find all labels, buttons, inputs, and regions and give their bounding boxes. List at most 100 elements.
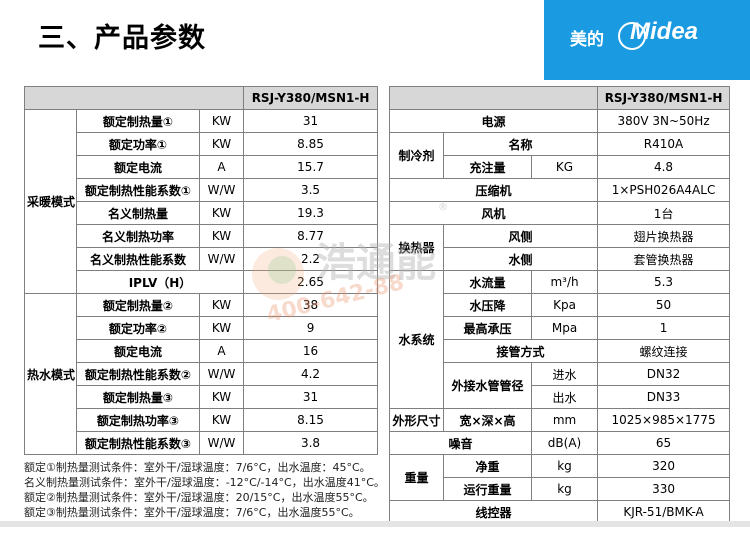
param-name: 额定制热量②	[76, 293, 200, 317]
table-row: 外接水管管径 进水 DN32	[390, 362, 731, 409]
table-row: 运行重量 kg 330	[390, 477, 731, 501]
dims-unit: mm	[530, 408, 599, 432]
dims-value: 1025×985×1775	[597, 408, 731, 432]
table-row: 名义制热量 KW 19.3	[25, 201, 379, 225]
table-row: 额定制热性能系数③ W/W 3.8	[25, 431, 379, 455]
table-row: 额定制热功率③ KW 8.15	[25, 408, 379, 432]
param-name: 额定制热功率③	[76, 408, 200, 432]
header-blank	[388, 86, 599, 110]
param-value: 31	[243, 385, 379, 409]
table-row: 采暖模式 额定制热量① KW 31	[24, 109, 379, 294]
param-unit: W/W	[198, 247, 245, 271]
inlet-value: DN32	[597, 362, 731, 386]
air-side-label: 风侧	[442, 224, 599, 248]
page-title: 三、产品参数	[38, 23, 206, 54]
charge-unit: KG	[530, 155, 599, 179]
outlet-value: DN33	[597, 385, 731, 409]
compressor-label: 压缩机	[388, 178, 599, 202]
noise-unit: dB(A)	[530, 431, 599, 455]
table-row: 电源 380V 3N~50Hz	[388, 109, 731, 133]
group-weight: 重量	[389, 454, 444, 501]
param-name: 额定电流	[76, 339, 200, 363]
param-value: 3.8	[243, 431, 379, 455]
max-pressure-value: 1	[597, 316, 731, 340]
param-name: 额定制热量①	[76, 109, 200, 133]
table-row: 额定制热性能系数② W/W 4.2	[25, 362, 379, 386]
table-row: 风机 1台	[388, 201, 731, 225]
group-water-system: 水系统	[389, 270, 444, 409]
param-value: 2.2	[243, 247, 379, 271]
group-refrigerant: 制冷剂	[389, 132, 444, 179]
max-pressure-unit: Mpa	[530, 316, 599, 340]
note-line: 额定③制热量测试条件：室外干/湿球温度：7/6°C，出水温度55°C。	[24, 506, 360, 519]
table-row: 额定电流 A 16	[25, 339, 379, 363]
model-header: RSJ-Y380/MSN1-H	[597, 86, 731, 110]
dims-label: 宽×深×高	[443, 408, 532, 432]
table-row: 名义制热功率 KW 8.77	[25, 224, 379, 248]
table-row: 最高承压 Mpa 1	[390, 316, 731, 340]
param-name: 额定制热性能系数①	[76, 178, 200, 202]
air-side-value: 翅片换热器	[597, 224, 731, 248]
iplv-label: IPLV（H）	[75, 270, 245, 294]
fan-value: 1台	[597, 201, 731, 225]
footer-bar	[0, 521, 750, 527]
flow-value: 5.3	[597, 270, 731, 294]
net-weight-unit: kg	[530, 454, 599, 478]
inlet-label: 进水	[530, 362, 599, 386]
midea-logo: 美的 Midea	[544, 0, 750, 80]
param-unit: KW	[198, 201, 245, 225]
param-name: 额定制热量③	[76, 385, 200, 409]
right-spec-table: RSJ-Y380/MSN1-H 电源 380V 3N~50Hz 制冷剂 名称 R…	[388, 86, 731, 524]
connection-label: 接管方式	[442, 339, 599, 363]
logo-en-text: Midea	[630, 18, 699, 45]
param-value: 3.5	[243, 178, 379, 202]
table-row: 水系统 水流量 m³/h 5.3	[389, 270, 731, 409]
param-unit: KW	[198, 316, 245, 340]
header-blank	[23, 86, 245, 110]
test-condition-notes: 额定①制热量测试条件：室外干/湿球温度：7/6°C，出水温度：45°C。 名义制…	[24, 460, 385, 520]
param-name: 名义制热功率	[76, 224, 200, 248]
note-line: 额定②制热量测试条件：室外干/湿球温度：20/15°C，出水温度55°C。	[24, 491, 374, 504]
param-name: 额定功率①	[76, 132, 200, 156]
param-value: 4.2	[243, 362, 379, 386]
table-row: 换热器 风侧 翅片换热器	[389, 224, 731, 271]
param-unit: KW	[198, 293, 245, 317]
pressure-drop-unit: Kpa	[530, 293, 599, 317]
compressor-value: 1×PSH026A4ALC	[597, 178, 731, 202]
param-value: 15.7	[243, 155, 379, 179]
table-row: 额定制热量③ KW 31	[25, 385, 379, 409]
pipe-diameter-label: 外接水管管径	[443, 362, 532, 409]
pressure-drop-label: 水压降	[443, 293, 532, 317]
outlet-label: 出水	[530, 385, 599, 409]
param-unit: KW	[198, 132, 245, 156]
param-unit: KW	[198, 408, 245, 432]
max-pressure-label: 最高承压	[443, 316, 532, 340]
water-side-label: 水侧	[442, 247, 599, 271]
table-row: 名义制热性能系数 W/W 2.2	[25, 247, 379, 271]
param-name: 额定制热性能系数③	[76, 431, 200, 455]
param-unit: W/W	[198, 431, 245, 455]
param-unit: A	[198, 155, 245, 179]
param-value: 19.3	[243, 201, 379, 225]
table-row: 充注量 KG 4.8	[390, 155, 731, 179]
param-value: 8.15	[243, 408, 379, 432]
power-value: 380V 3N~50Hz	[597, 109, 731, 133]
table-row: 热水模式 额定制热量② KW 38	[24, 293, 379, 455]
operating-weight-value: 330	[597, 477, 731, 501]
param-value: 16	[243, 339, 379, 363]
table-row: 压缩机 1×PSH026A4ALC	[388, 178, 731, 202]
param-unit: A	[198, 339, 245, 363]
param-unit: W/W	[198, 178, 245, 202]
param-value: 8.77	[243, 224, 379, 248]
power-label: 电源	[388, 109, 599, 133]
table-row: 接管方式 螺纹连接	[390, 339, 731, 363]
refrigerant-name-label: 名称	[442, 132, 599, 156]
param-name: 名义制热量	[76, 201, 200, 225]
param-unit: KW	[198, 385, 245, 409]
net-weight-value: 320	[597, 454, 731, 478]
model-header: RSJ-Y380/MSN1-H	[243, 86, 379, 110]
operating-weight-unit: kg	[530, 477, 599, 501]
operating-weight-label: 运行重量	[443, 477, 532, 501]
note-line: 额定①制热量测试条件：室外干/湿球温度：7/6°C，出水温度：45°C。	[24, 461, 371, 474]
param-name: 额定电流	[76, 155, 200, 179]
